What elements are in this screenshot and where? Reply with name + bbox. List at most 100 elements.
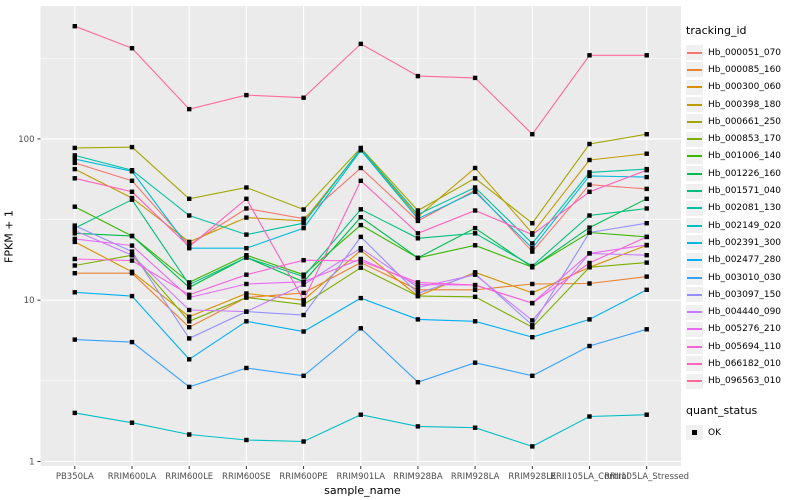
legend-key-swatch [686,287,703,303]
line-swatch-icon [687,138,702,141]
data-point-marker [644,186,649,192]
x-tick-label: RRIM928LA [451,472,500,482]
data-point-marker [244,319,249,324]
data-point-marker [187,213,192,218]
x-tick-label: RRIM928BA [393,472,443,482]
data-point-marker [472,287,478,292]
legend-item-Hb_066182_010: Hb_066182_010 [686,355,798,372]
data-point-marker [301,207,306,212]
data-point-marker [244,246,249,251]
data-point-marker [472,225,478,231]
legend-item-Hb_096563_010: Hb_096563_010 [686,373,798,390]
data-point-marker [72,225,77,231]
data-point-marker [187,244,192,249]
data-point-marker [358,215,363,220]
legend-key-swatch [686,45,703,61]
data-point-marker [129,243,135,248]
data-point-marker [301,258,306,263]
data-point-marker [187,357,192,362]
data-point-marker [587,173,592,179]
data-point-marker [530,232,535,237]
legend-item-label: Hb_002391_300 [708,237,782,248]
data-point-marker [587,157,592,163]
line-swatch-icon [687,190,702,193]
data-point-marker [72,263,77,268]
data-point-marker [644,151,649,156]
data-point-marker [472,319,478,324]
data-point-marker [530,241,535,246]
legend: tracking_id Hb_000051_070 Hb_000085_160 Hb… [686,24,798,441]
legend-key-swatch [686,183,703,199]
line-swatch-icon [687,328,702,331]
line-swatch-icon [687,68,702,71]
legend-item-Hb_000398_180: Hb_000398_180 [686,96,798,113]
data-point-marker [530,263,535,269]
data-point-marker [472,272,478,277]
data-point-marker [644,287,649,292]
data-point-marker [644,242,649,248]
legend-item-label: Hb_001226_160 [708,168,782,179]
data-point-marker [472,243,478,248]
legend-item-label: Hb_004440_090 [708,307,782,318]
data-point-marker [530,290,535,296]
data-point-marker [415,208,421,213]
legend-item-Hb_003097_150: Hb_003097_150 [686,286,798,303]
line-swatch-icon [687,380,702,383]
data-point-marker [587,53,592,58]
data-point-marker [587,141,592,147]
legend-key-swatch [686,97,703,113]
data-point-marker [301,329,306,334]
line-swatch-icon [687,51,702,54]
data-point-marker [587,281,592,286]
data-point-marker [358,165,363,171]
data-point-marker [244,365,249,371]
data-point-marker [301,439,306,444]
data-point-marker [644,274,649,279]
data-point-marker [415,216,421,221]
data-point-marker [415,287,421,292]
data-point-marker [644,168,649,173]
data-point-marker [187,292,192,297]
data-point-marker [187,282,192,287]
legend-item-Hb_000085_160: Hb_000085_160 [686,61,798,78]
legend-item-Hb_000661_250: Hb_000661_250 [686,113,798,130]
legend-key-swatch [686,356,703,372]
data-point-marker [472,360,478,365]
data-point-marker [644,174,649,180]
data-point-marker [301,290,306,296]
data-point-marker [472,189,478,194]
data-point-marker [187,239,192,245]
legend-item-Hb_003010_030: Hb_003010_030 [686,269,798,286]
data-point-marker [187,384,192,390]
data-point-marker [129,233,135,239]
line-swatch-icon [687,86,702,89]
legend-key-swatch [686,79,703,95]
data-point-marker [301,225,306,231]
line-swatch-icon [687,207,702,210]
data-point-marker [301,218,306,224]
data-point-marker [358,41,363,47]
legend-item-label: Hb_005276_210 [708,324,782,335]
quant-ok-key [686,425,703,441]
data-point-marker [72,256,77,262]
data-point-marker [587,265,592,270]
line-swatch-icon [687,241,702,244]
x-tick-label: RRII105LA_Control [550,472,629,482]
data-point-marker [415,73,421,79]
data-point-marker [244,215,249,220]
data-point-marker [187,196,192,201]
data-point-marker [244,92,249,98]
data-point-marker [244,206,249,211]
data-point-marker [129,339,135,345]
data-point-marker [244,253,249,258]
data-point-marker [72,271,77,276]
legend-item-Hb_001006_140: Hb_001006_140 [686,148,798,165]
data-point-marker [587,414,592,419]
data-point-marker [244,291,249,296]
data-point-marker [301,279,306,284]
legend-key-swatch [686,304,703,320]
data-point-marker [587,251,592,256]
data-point-marker [72,228,77,233]
line-swatch-icon [687,155,702,158]
